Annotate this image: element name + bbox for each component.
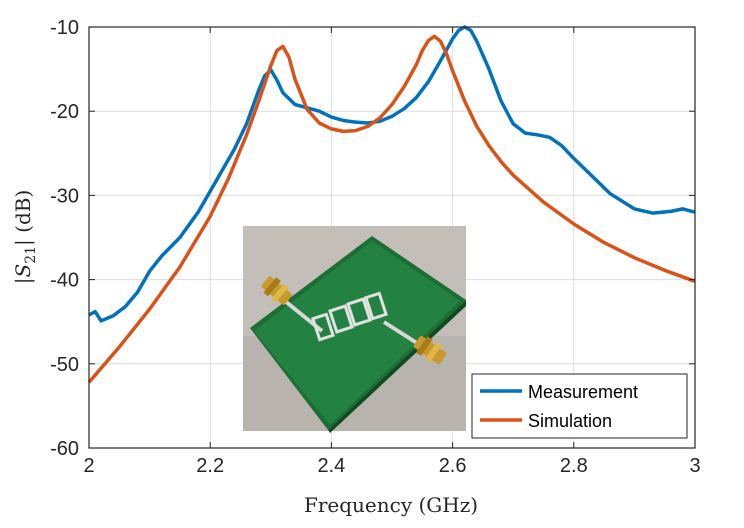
x-axis-label: Frequency (GHz) (304, 493, 478, 517)
x-tick-label: 2.2 (196, 455, 224, 477)
y-axis-label-main: |S (11, 264, 36, 284)
y-tick-label: -40 (50, 270, 79, 292)
legend-label-measurement: Measurement (528, 382, 638, 402)
legend: Measurement Simulation (471, 373, 688, 439)
y-tick-label: -60 (50, 438, 79, 460)
axes: 2 2.2 2.4 2.6 2.8 3 -60 -50 -40 -30 -20 -10 (50, 17, 700, 477)
legend-label-simulation: Simulation (528, 411, 612, 431)
y-axis-label: |S21| (dB) (11, 190, 39, 284)
y-axis-label-unit: | (dB) (11, 190, 36, 246)
x-tick-label: 2 (83, 455, 94, 477)
y-axis-label-sub: 21 (23, 246, 39, 264)
inset-photo-filter-board (243, 226, 466, 433)
plot-series (87, 25, 696, 384)
x-tick-label: 2.4 (317, 455, 345, 477)
x-tick-label: 2.8 (560, 455, 588, 477)
y-tick-label: -50 (50, 354, 79, 376)
x-tick-label: 2.6 (439, 455, 467, 477)
y-tick-label: -30 (50, 185, 79, 207)
plot-frame (88, 26, 696, 449)
y-tick-label: -10 (50, 17, 79, 39)
x-tick-label: 3 (689, 455, 700, 477)
y-tick-label: -20 (50, 101, 79, 123)
series-line-simulation (87, 34, 696, 384)
